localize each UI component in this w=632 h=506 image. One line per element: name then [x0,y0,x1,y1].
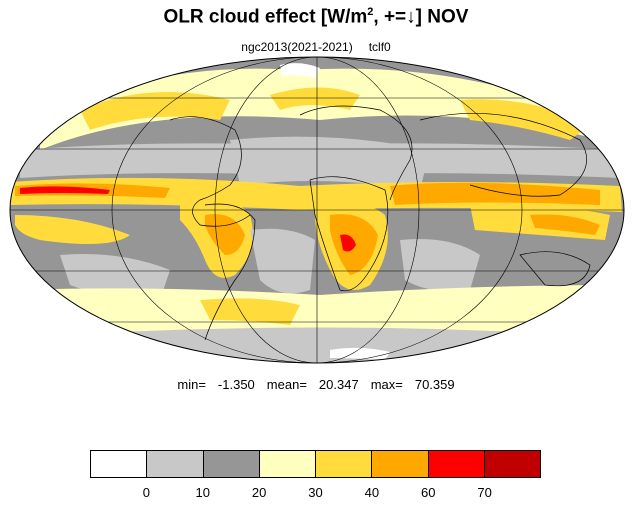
title-tail: , +=↓] NOV [373,6,469,28]
southern-yellow-patch [200,298,300,325]
south-atlantic-gray [250,228,315,294]
south-pacific-yellow [15,215,130,244]
north-atlantic-yellow [270,87,360,110]
maritime-orange [530,214,600,235]
colorbar-tick-label: 20 [251,485,267,500]
globe-outline [9,56,625,364]
min-value: -1.350 [217,377,255,392]
title-main: OLR cloud effect [W/m [163,6,368,28]
min-label: min= [177,377,206,392]
indian-ocean-orange [390,182,600,205]
north-pacific-yellow [80,92,230,130]
north-pale-band [40,68,600,150]
colorbar-swatch [203,451,260,477]
colorbar-swatch [372,451,429,477]
colorbar-tick-label: 0 [142,485,150,500]
subtitle-run: ngc2013(2021-2021) [241,40,353,54]
subtitle-variable: tclf0 [368,40,391,54]
map-subtitle: ngc2013(2021-2021) tclf0 [0,40,632,54]
colorbar-tick-label: 10 [195,485,210,500]
greenland-white [280,63,320,78]
map-field [10,57,624,363]
max-label: max= [370,377,403,392]
indian-subtropic-gray [400,239,480,292]
colorbar [90,450,541,478]
field-statistics: min= -1.350 mean= 20.347 max= 70.359 [0,377,632,392]
title-superscript: 2 [367,6,374,18]
antarctic-gray [60,327,580,363]
max-value: 70.359 [414,377,455,392]
colorbar-swatch [428,451,485,477]
colorbar-swatch [484,451,540,477]
colorbar-tick-label: 60 [421,485,436,500]
colorbar-swatch [147,451,204,477]
colorbar-tick-label: 70 [477,485,492,500]
mean-label: mean= [266,377,307,392]
colorbar-tick-label: 40 [364,485,380,500]
itcz-red-streak [20,186,110,194]
colorbar-swatch [91,451,148,477]
coastlines [169,105,591,341]
mollweide-map [9,56,625,364]
colorbar-swatch [259,451,316,477]
map-title: OLR cloud effect [W/m2, +=↓] NOV [0,6,632,28]
south-america-orange [205,214,245,255]
sahara-gray [230,136,430,190]
mean-value: 20.347 [318,377,359,392]
southern-pale-band [20,285,615,340]
colorbar-tick-label: 30 [308,485,323,500]
africa-red [340,234,356,252]
colorbar-swatch [316,451,373,477]
